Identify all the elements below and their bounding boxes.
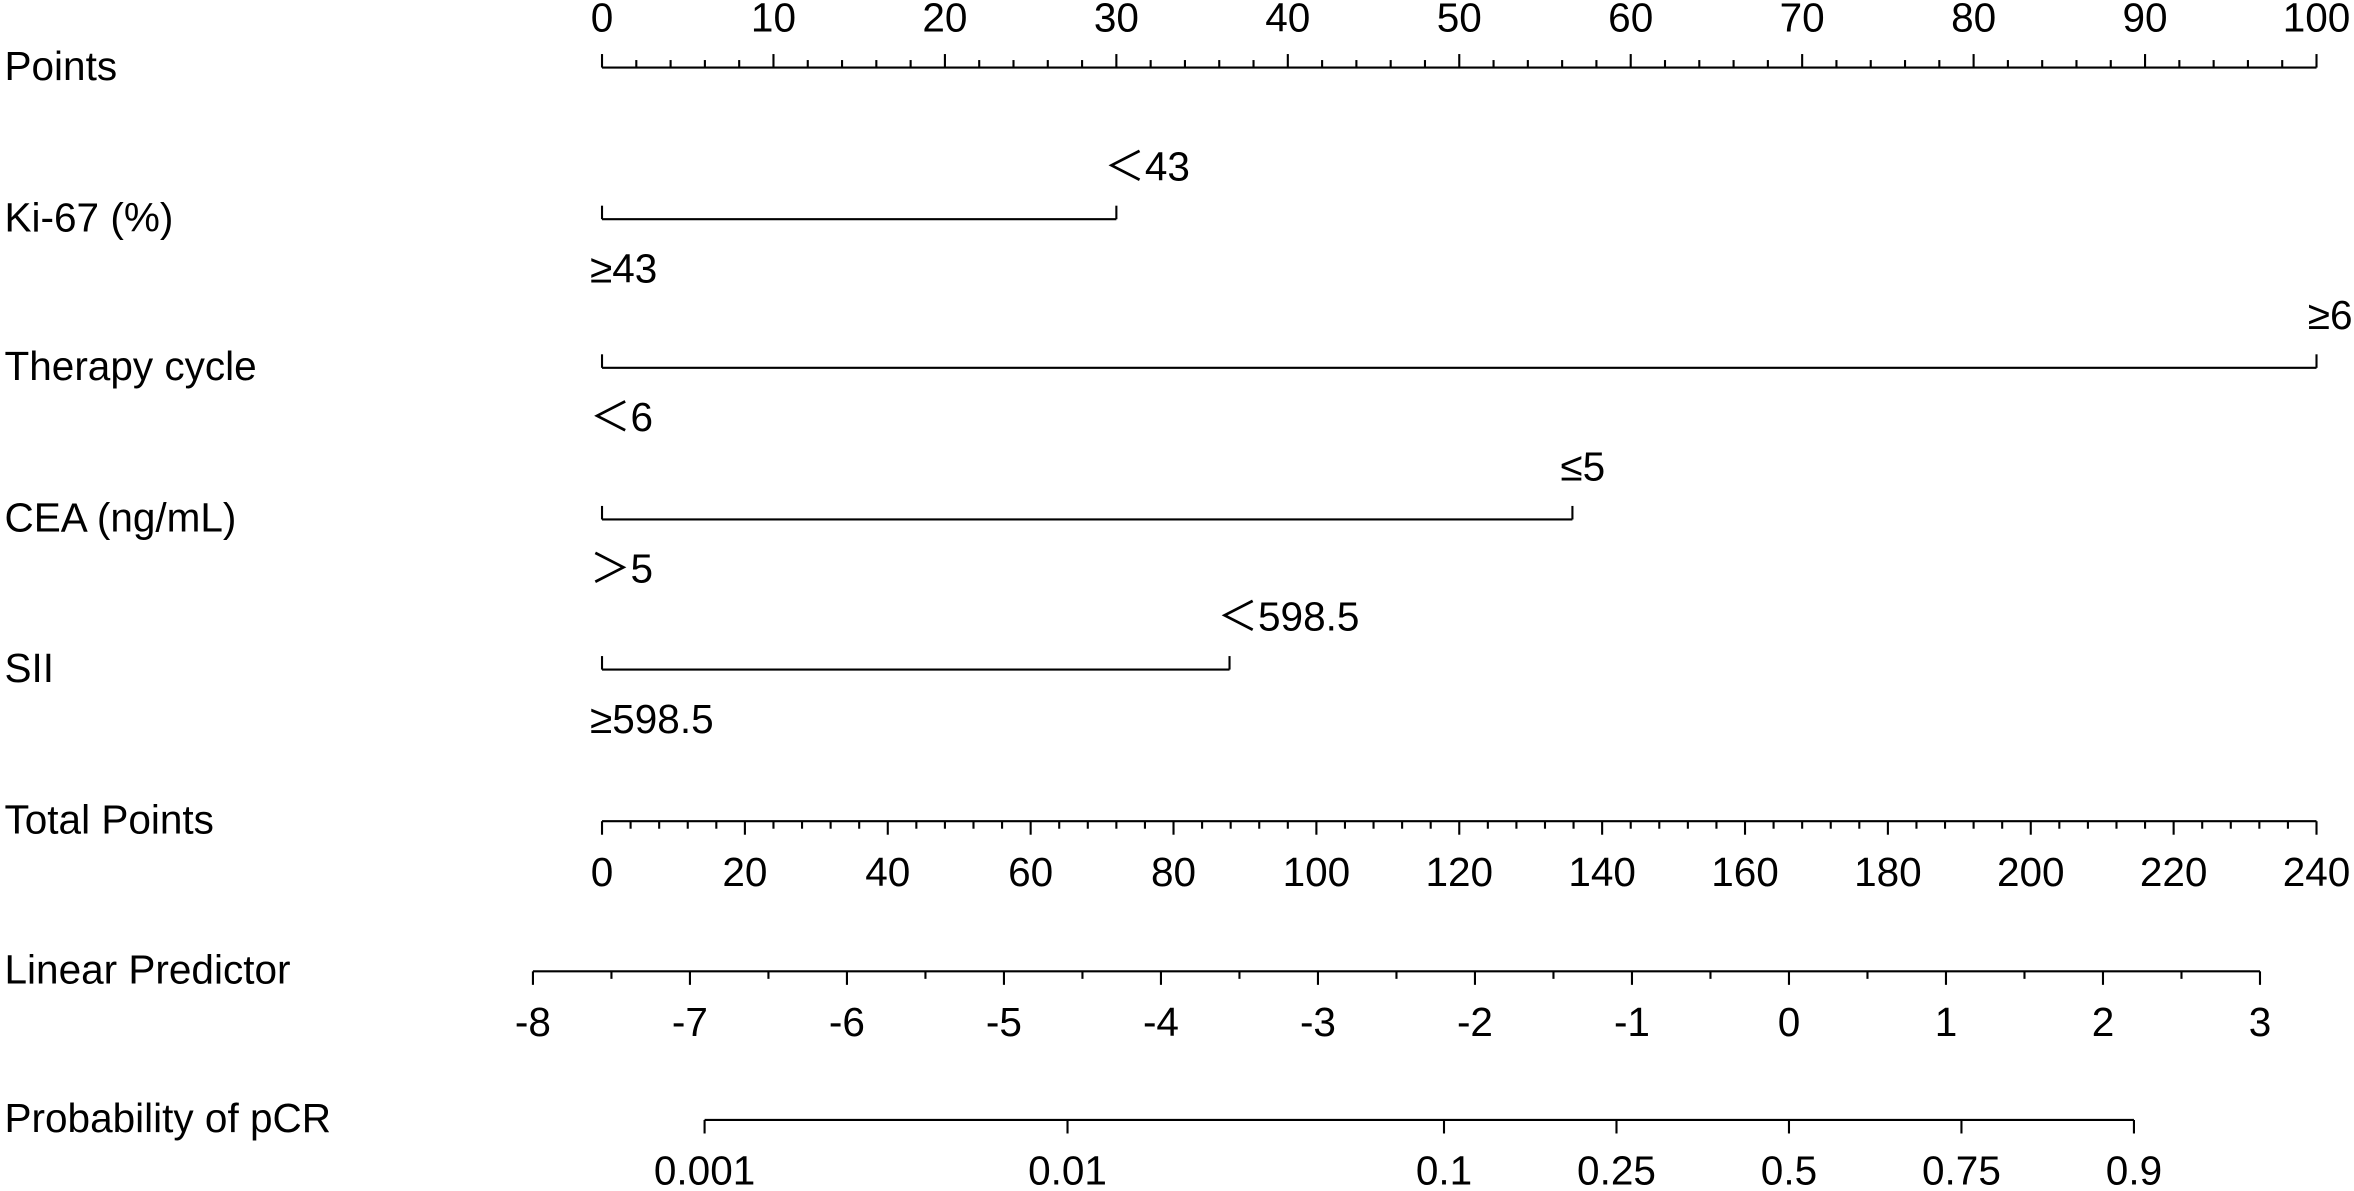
- tick-label: 0.9: [2106, 1148, 2162, 1191]
- tick-label: -3: [1300, 999, 1336, 1045]
- tick-label: 2: [2092, 999, 2115, 1045]
- level-label: ≤5: [1560, 444, 1605, 490]
- tick-label: 20: [922, 0, 967, 41]
- tick-label: 3: [2249, 999, 2272, 1045]
- row-label: Total Points: [5, 796, 214, 842]
- tick-label: -1: [1614, 999, 1650, 1045]
- tick-label: -5: [986, 999, 1022, 1045]
- tick-label: -7: [672, 999, 708, 1045]
- row-label: Ki-67 (%): [5, 194, 174, 240]
- tick-label: 160: [1711, 849, 1779, 895]
- row-label: Points: [5, 43, 118, 89]
- tick-label: 0.01: [1028, 1148, 1107, 1191]
- tick-label: 10: [751, 0, 796, 41]
- tick-label: 90: [2123, 0, 2168, 41]
- level-label: ≥43: [590, 245, 657, 291]
- tick-label: -2: [1457, 999, 1493, 1045]
- tick-label: 70: [1780, 0, 1825, 41]
- level-label: ＜598.5: [1218, 594, 1360, 640]
- level-label: ＜43: [1104, 143, 1190, 189]
- tick-label: 0.75: [1922, 1148, 2001, 1191]
- tick-label: 80: [1151, 849, 1196, 895]
- tick-label: 100: [2283, 0, 2351, 41]
- tick-label: 40: [1265, 0, 1310, 41]
- level-label: ＜6: [590, 394, 653, 440]
- tick-label: 0: [591, 849, 614, 895]
- tick-label: 140: [1568, 849, 1636, 895]
- tick-label: 240: [2283, 849, 2351, 895]
- row-label: SII: [5, 645, 55, 691]
- level-label: ≥6: [2308, 292, 2353, 338]
- tick-label: 60: [1608, 0, 1653, 41]
- tick-label: 0.25: [1577, 1148, 1656, 1191]
- level-label: ＞5: [590, 546, 653, 592]
- tick-label: 60: [1008, 849, 1053, 895]
- tick-label: 180: [1854, 849, 1922, 895]
- tick-label: 30: [1094, 0, 1139, 41]
- tick-label: 50: [1437, 0, 1482, 41]
- tick-label: 40: [865, 849, 910, 895]
- tick-label: 1: [1935, 999, 1958, 1045]
- tick-label: -4: [1143, 999, 1179, 1045]
- tick-label: 120: [1425, 849, 1493, 895]
- row-label: Therapy cycle: [5, 343, 257, 389]
- tick-label: 220: [2140, 849, 2208, 895]
- tick-label: 0: [591, 0, 614, 41]
- tick-label: 100: [1283, 849, 1351, 895]
- tick-label: -8: [515, 999, 551, 1045]
- tick-label: 80: [1951, 0, 1996, 41]
- level-label: ≥598.5: [590, 696, 714, 742]
- tick-label: 0.5: [1761, 1148, 1817, 1191]
- tick-label: 0: [1778, 999, 1801, 1045]
- tick-label: 200: [1997, 849, 2065, 895]
- row-label: Probability of pCR: [5, 1095, 332, 1141]
- tick-label: -6: [829, 999, 865, 1045]
- row-label: CEA (ng/mL): [5, 495, 237, 541]
- tick-label: 0.001: [654, 1148, 755, 1191]
- row-label: Linear Predictor: [5, 947, 291, 993]
- tick-label: 0.1: [1416, 1148, 1472, 1191]
- tick-label: 20: [722, 849, 767, 895]
